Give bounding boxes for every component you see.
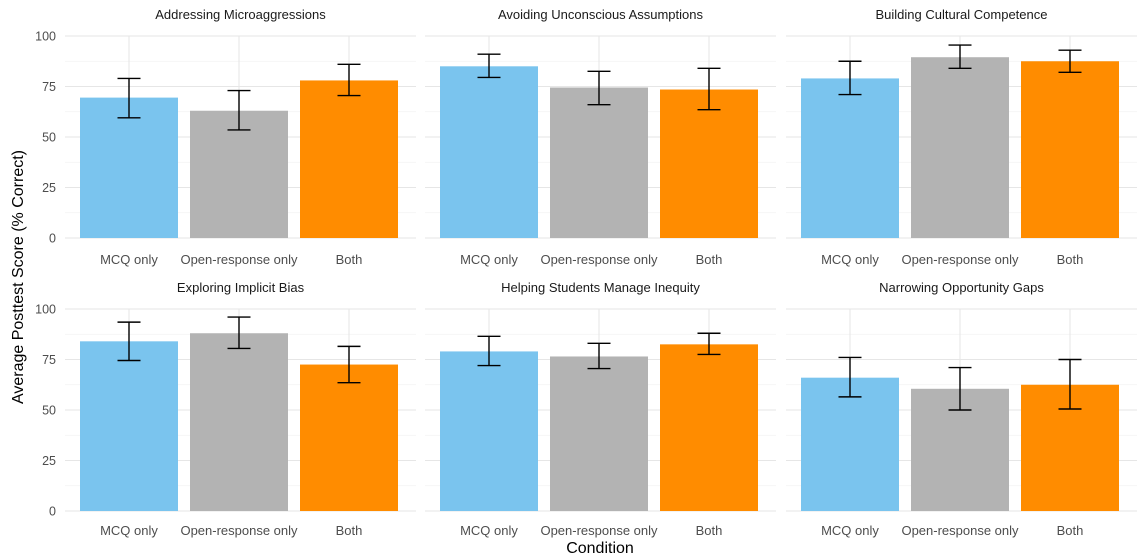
y-tick-label: 0 xyxy=(49,232,56,246)
facet-title: Avoiding Unconscious Assumptions xyxy=(498,7,703,22)
bar xyxy=(550,356,648,511)
x-tick-label: MCQ only xyxy=(460,252,518,267)
y-tick-label: 50 xyxy=(42,131,56,145)
error-bar xyxy=(477,335,501,367)
x-tick-label: Open-response only xyxy=(901,523,1019,538)
y-tick-label: 25 xyxy=(42,181,56,195)
error-bar xyxy=(337,345,361,384)
facet-title: Addressing Microaggressions xyxy=(155,7,326,22)
error-bar xyxy=(587,70,611,106)
bar xyxy=(1021,61,1119,238)
x-tick-label: Open-response only xyxy=(180,252,298,267)
facet-panel: Addressing Microaggressions 0 25 50 75 100 MCQ… xyxy=(35,7,416,267)
facet-panel: Exploring Implicit Bias 0 25 50 75 100 MCQ onl… xyxy=(35,280,416,538)
bar xyxy=(911,57,1009,239)
chart-panels: Addressing Microaggressions 0 25 50 75 100 MCQ… xyxy=(35,7,1137,538)
facet-panel: Building Cultural Competence MCQ only Open… xyxy=(786,7,1137,267)
bar xyxy=(660,89,758,238)
y-tick-label: 25 xyxy=(42,454,56,468)
bar xyxy=(300,80,398,238)
facet-title: Building Cultural Competence xyxy=(876,7,1048,22)
error-bar xyxy=(697,332,721,356)
y-tick-label: 0 xyxy=(49,505,56,519)
error-bar xyxy=(948,366,972,411)
x-tick-label: MCQ only xyxy=(460,523,518,538)
x-tick-label: Both xyxy=(336,252,363,267)
x-tick-label: Open-response only xyxy=(901,252,1019,267)
error-bar xyxy=(117,321,141,362)
x-tick-label: Open-response only xyxy=(540,252,658,267)
x-tick-label: Open-response only xyxy=(540,523,658,538)
x-tick-label: MCQ only xyxy=(100,523,158,538)
bar xyxy=(550,87,648,238)
error-bar xyxy=(587,342,611,370)
x-tick-label: Both xyxy=(696,252,723,267)
bar xyxy=(801,377,899,511)
error-bar xyxy=(227,89,251,131)
facet-panel: Narrowing Opportunity Gaps MCQ only Open-r… xyxy=(786,280,1137,538)
error-bar xyxy=(838,356,862,398)
bar xyxy=(440,351,538,511)
y-tick-label: 75 xyxy=(42,353,56,367)
y-axis-title: Average Posttest Score (% Correct) xyxy=(10,150,27,404)
facet-panel: Helping Students Manage Inequity MCQ only… xyxy=(425,280,776,538)
x-tick-label: Both xyxy=(336,523,363,538)
facet-title: Narrowing Opportunity Gaps xyxy=(879,280,1044,295)
x-tick-label: MCQ only xyxy=(821,523,879,538)
facet-title: Exploring Implicit Bias xyxy=(177,280,305,295)
error-bar xyxy=(337,63,361,97)
x-tick-label: MCQ only xyxy=(821,252,879,267)
bar xyxy=(300,364,398,511)
x-tick-label: MCQ only xyxy=(100,252,158,267)
error-bar xyxy=(117,77,141,119)
facet-panel: Avoiding Unconscious Assumptions MCQ only… xyxy=(425,7,776,267)
error-bar xyxy=(1058,49,1082,74)
bar xyxy=(80,341,178,511)
error-bar xyxy=(697,67,721,111)
error-bar xyxy=(1058,358,1082,410)
y-tick-label: 100 xyxy=(35,303,56,317)
error-bar xyxy=(227,316,251,350)
x-tick-label: Open-response only xyxy=(180,523,298,538)
error-bar xyxy=(948,44,972,70)
bar xyxy=(190,333,288,511)
x-tick-label: Both xyxy=(1057,523,1084,538)
x-tick-label: Both xyxy=(1057,252,1084,267)
error-bar xyxy=(838,60,862,96)
y-tick-label: 100 xyxy=(35,30,56,44)
bar xyxy=(190,110,288,238)
bar xyxy=(660,344,758,511)
bar xyxy=(440,66,538,238)
error-bar xyxy=(477,53,501,79)
x-axis-title: Condition xyxy=(566,540,634,557)
y-tick-label: 75 xyxy=(42,80,56,94)
facet-title: Helping Students Manage Inequity xyxy=(501,280,700,295)
bar xyxy=(80,97,178,238)
bar xyxy=(801,78,899,238)
x-tick-label: Both xyxy=(696,523,723,538)
y-tick-label: 50 xyxy=(42,404,56,418)
